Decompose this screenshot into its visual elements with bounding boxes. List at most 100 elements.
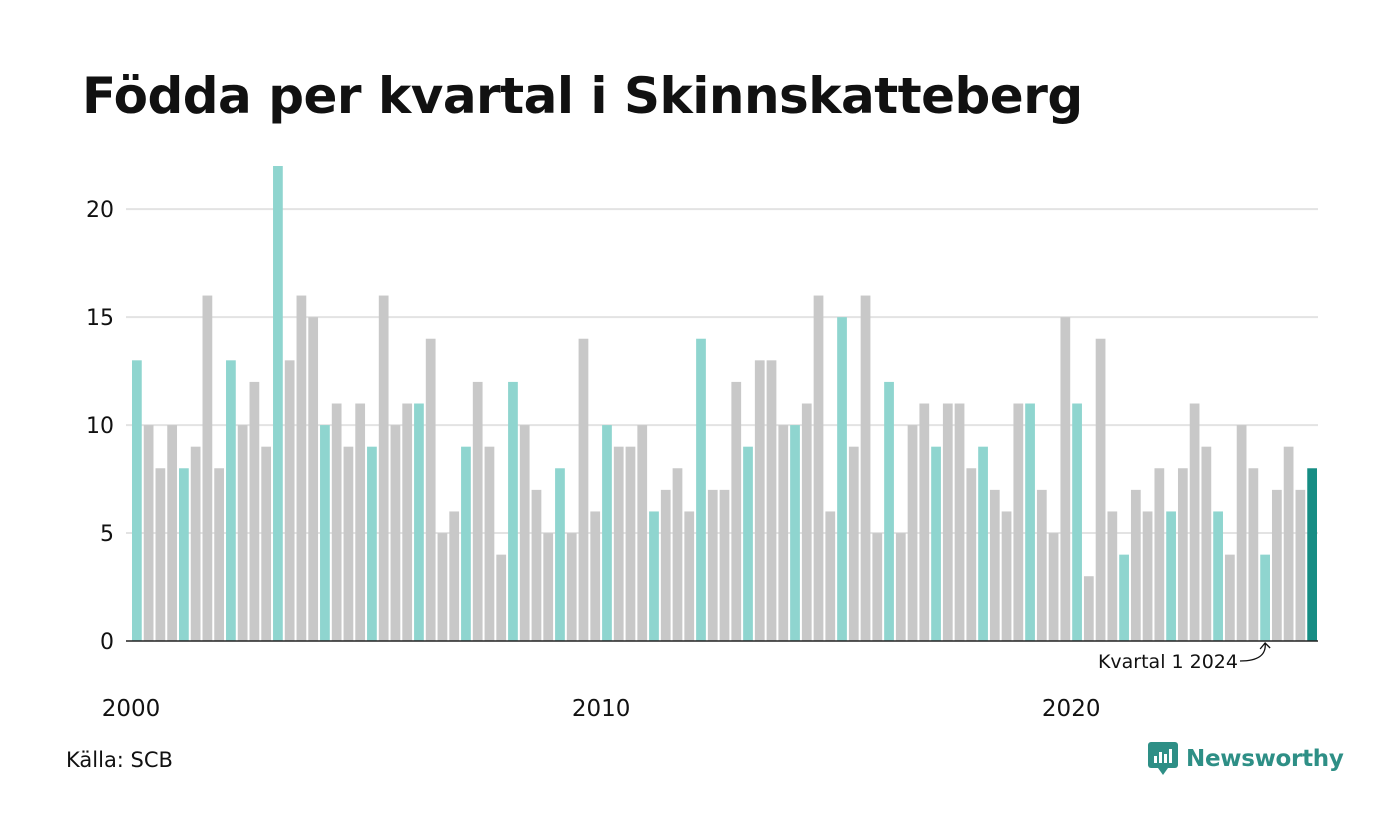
- bar: [320, 425, 330, 641]
- bar: [801, 403, 812, 641]
- y-tick-label: 20: [86, 198, 114, 223]
- y-tick-label: 5: [100, 522, 114, 547]
- bar: [331, 403, 342, 641]
- bar: [437, 533, 448, 641]
- bar: [1154, 468, 1165, 641]
- bar: [660, 489, 671, 641]
- x-tick-label: 2000: [102, 696, 161, 722]
- bars: [132, 166, 1317, 641]
- y-tick-label: 10: [86, 414, 114, 439]
- bar: [143, 425, 154, 641]
- bar: [602, 425, 612, 641]
- bar: [848, 446, 859, 641]
- bar: [472, 381, 483, 641]
- bar: [1177, 468, 1188, 641]
- bar: [425, 338, 436, 641]
- bar: [273, 166, 283, 641]
- bar: [707, 489, 718, 641]
- x-tick-label: 2010: [572, 696, 631, 722]
- bar: [226, 360, 236, 641]
- bar: [132, 360, 142, 641]
- source-note: Källa: SCB: [66, 748, 173, 772]
- bar: [508, 381, 518, 641]
- bar: [484, 446, 495, 641]
- bar: [1224, 554, 1235, 641]
- bar: [261, 446, 272, 641]
- bar: [696, 338, 706, 641]
- brand-name: Newsworthy: [1186, 746, 1344, 772]
- bar: [790, 425, 800, 641]
- bar: [1095, 338, 1106, 641]
- bar: [919, 403, 930, 641]
- bar: [872, 533, 883, 641]
- bar: [555, 468, 565, 641]
- y-tick-label: 0: [100, 630, 114, 655]
- bar: [390, 425, 401, 641]
- bar: [954, 403, 965, 641]
- bar: [719, 489, 730, 641]
- bar: [1166, 511, 1176, 641]
- bar: [860, 295, 871, 641]
- annotation: Kvartal 1 2024: [1098, 642, 1271, 673]
- bar: [1013, 403, 1024, 641]
- bar: [496, 554, 507, 641]
- bar: [343, 446, 354, 641]
- bar: [884, 381, 894, 641]
- bar: [813, 295, 824, 641]
- x-tick-label: 2020: [1042, 696, 1101, 722]
- bar: [296, 295, 307, 641]
- bar: [825, 511, 836, 641]
- bar: [1271, 489, 1282, 641]
- bar: [378, 295, 389, 641]
- bar: [1036, 489, 1047, 641]
- bar: [1083, 576, 1094, 641]
- bar: [308, 317, 319, 641]
- bar: [978, 446, 988, 641]
- bar: [1283, 446, 1294, 641]
- bar: [966, 468, 977, 641]
- bar: [1119, 554, 1129, 641]
- bar: [684, 511, 695, 641]
- bar: [402, 403, 413, 641]
- bar: [672, 468, 683, 641]
- bar: [837, 317, 847, 641]
- bar: [1025, 403, 1035, 641]
- chart-title: Födda per kvartal i Skinnskatteberg: [82, 67, 1083, 125]
- bar: [613, 446, 624, 641]
- x-axis-ticks: 2000 2010 2020: [102, 696, 1101, 722]
- bar: [1189, 403, 1200, 641]
- bar: [731, 381, 742, 641]
- bar: [237, 425, 248, 641]
- bar: [284, 360, 295, 641]
- bar: [1213, 511, 1223, 641]
- annotation-label: Kvartal 1 2024: [1098, 651, 1238, 673]
- bar-chart: 0 5 10 15 20 2000 2010 2020 Kvartal 1 2024: [86, 166, 1318, 722]
- bar: [202, 295, 213, 641]
- bar: [989, 489, 1000, 641]
- bar: [743, 446, 753, 641]
- bar: [519, 425, 530, 641]
- bar: [1248, 468, 1259, 641]
- bar: [1295, 489, 1306, 641]
- bar: [1072, 403, 1082, 641]
- bar: [649, 511, 659, 641]
- bar: [578, 338, 589, 641]
- newsworthy-logo-icon: [1148, 742, 1178, 775]
- bar: [155, 468, 166, 641]
- bar: [931, 446, 941, 641]
- bar: [1236, 425, 1247, 641]
- bar: [590, 511, 601, 641]
- bar: [942, 403, 953, 641]
- bar: [355, 403, 366, 641]
- bar: [461, 446, 471, 641]
- y-tick-label: 15: [86, 306, 114, 331]
- bar: [907, 425, 918, 641]
- bar: [1307, 468, 1317, 641]
- bar: [625, 446, 636, 641]
- bar: [895, 533, 906, 641]
- annotation-arrow: [1239, 642, 1271, 662]
- bar: [637, 425, 648, 641]
- brand-logo[interactable]: Newsworthy: [1148, 742, 1344, 776]
- bar: [249, 381, 260, 641]
- bar: [214, 468, 225, 641]
